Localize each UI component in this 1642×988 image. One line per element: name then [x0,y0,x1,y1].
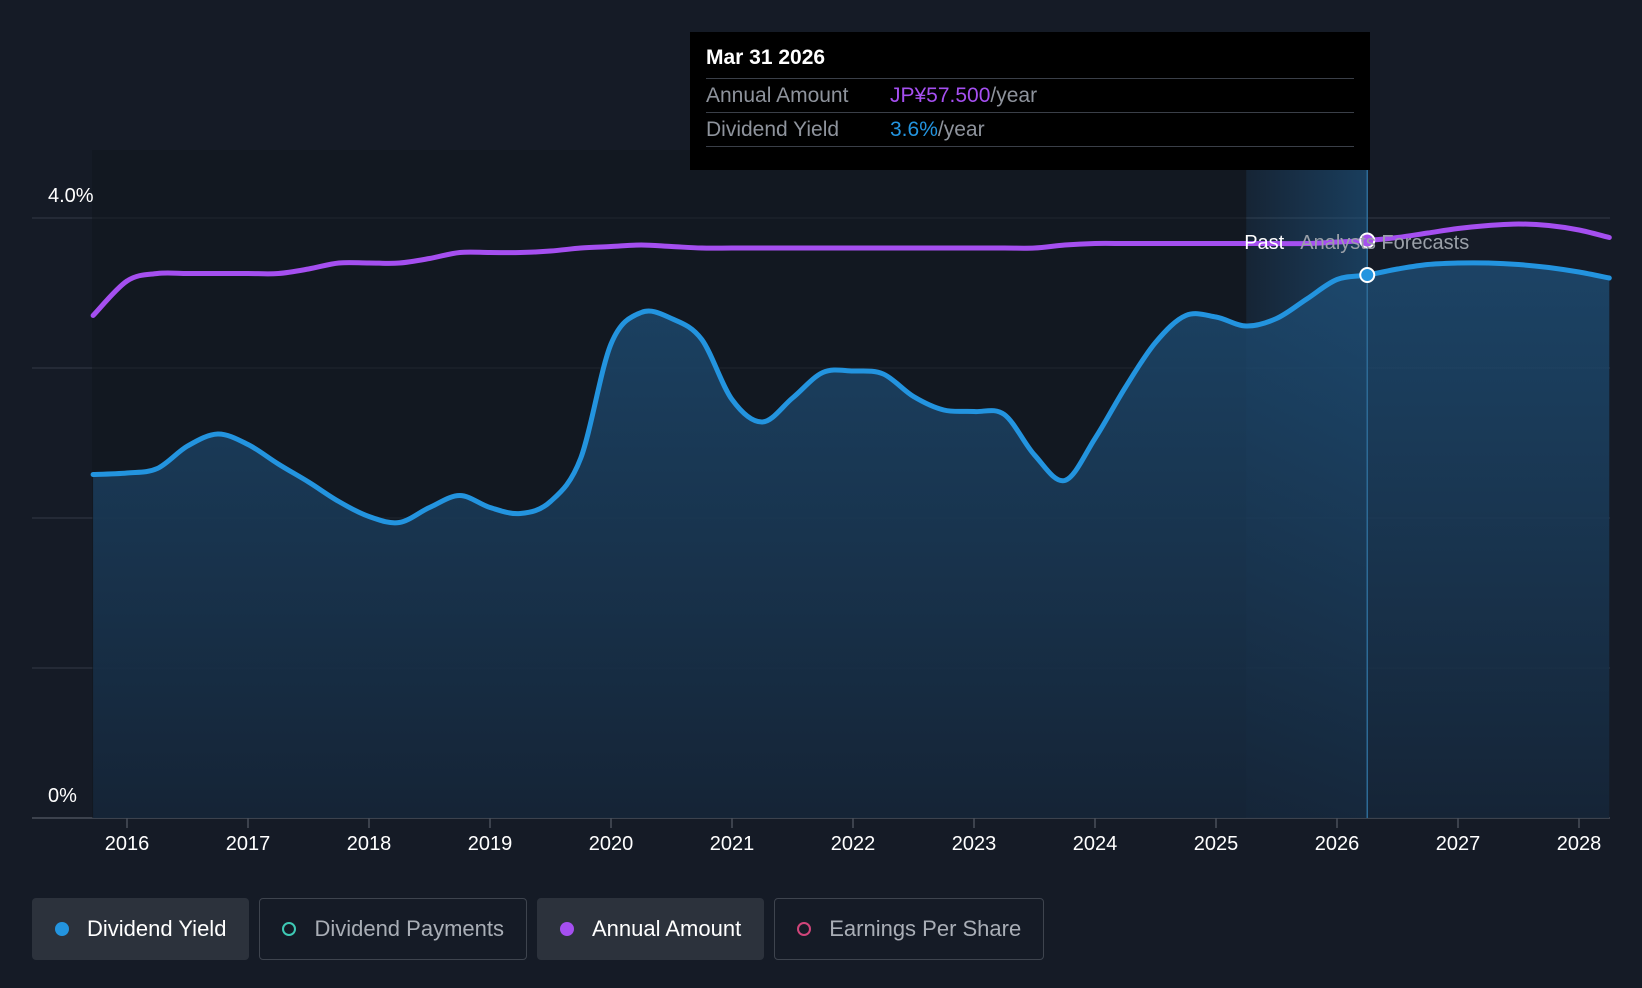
legend-dividend-yield-button[interactable]: Dividend Yield [32,898,250,960]
dividend-yield-line [90,260,1612,526]
legend-dot-icon [55,922,69,936]
tooltip-value: JP¥57.500 [890,83,991,107]
tooltip-date: Mar 31 2026 [706,46,1354,79]
x-tick-label: 2021 [710,833,755,855]
legend-label: Annual Amount [591,916,742,941]
x-tick-label: 2028 [1557,833,1602,855]
legend-dot-icon [797,922,812,936]
x-tick-label: 2019 [468,833,513,855]
dividend-yield-marker[interactable] [1359,267,1376,283]
legend-earnings-per-share-button[interactable]: Earnings Per Share [774,898,1045,960]
x-tick-label: 2016 [105,833,150,855]
x-tick-label: 2026 [1315,833,1360,855]
legend-dot-icon [559,922,574,936]
tooltip-value: 3.6% [890,117,938,141]
tooltip-label: Annual Amount [706,83,849,107]
y-tick-label-min: 0% [48,785,77,807]
tooltip-row-dividend-yield: Dividend Yield 3.6% /year [706,113,1354,147]
annual-amount-marker[interactable] [1359,232,1376,249]
x-tick-label: 2022 [831,833,876,855]
x-tick-label: 2017 [226,833,271,855]
forecast-label: Analysts Forecasts [1300,232,1469,254]
annual-amount-line [90,221,1612,318]
x-tick-label: 2023 [952,833,997,855]
tooltip-unit: /year [990,83,1038,107]
past-label: Past [1244,232,1284,254]
x-tick-label: 2027 [1436,833,1481,855]
x-tick-label: 2020 [589,833,634,855]
legend-label: Dividend Payments [314,916,504,941]
tooltip-unit: /year [937,117,985,141]
x-tick-label: 2018 [347,833,392,855]
legend-annual-amount-button[interactable]: Annual Amount [536,898,765,960]
y-tick-label-max: 4.0% [48,185,94,207]
tooltip: Mar 31 2026 Annual Amount JP¥57.500 /yea… [690,32,1370,170]
legend-label: Dividend Yield [87,916,227,941]
x-tick-label: 2025 [1194,833,1239,855]
dividend-yield-area [93,262,1610,818]
tooltip-label: Dividend Yield [706,117,840,141]
x-axis: 2016 2017 2018 2019 2020 2021 2022 2023 2024 2025… [105,818,1602,855]
legend: Dividend Yield Dividend Payments Annual … [32,898,1045,960]
x-tick-label: 2024 [1073,833,1118,855]
legend-dot-icon [282,922,297,936]
tooltip-row-annual-amount: Annual Amount JP¥57.500 /year [706,79,1354,113]
legend-dividend-payments-button[interactable]: Dividend Payments [259,898,527,960]
legend-label: Earnings Per Share [829,916,1022,941]
